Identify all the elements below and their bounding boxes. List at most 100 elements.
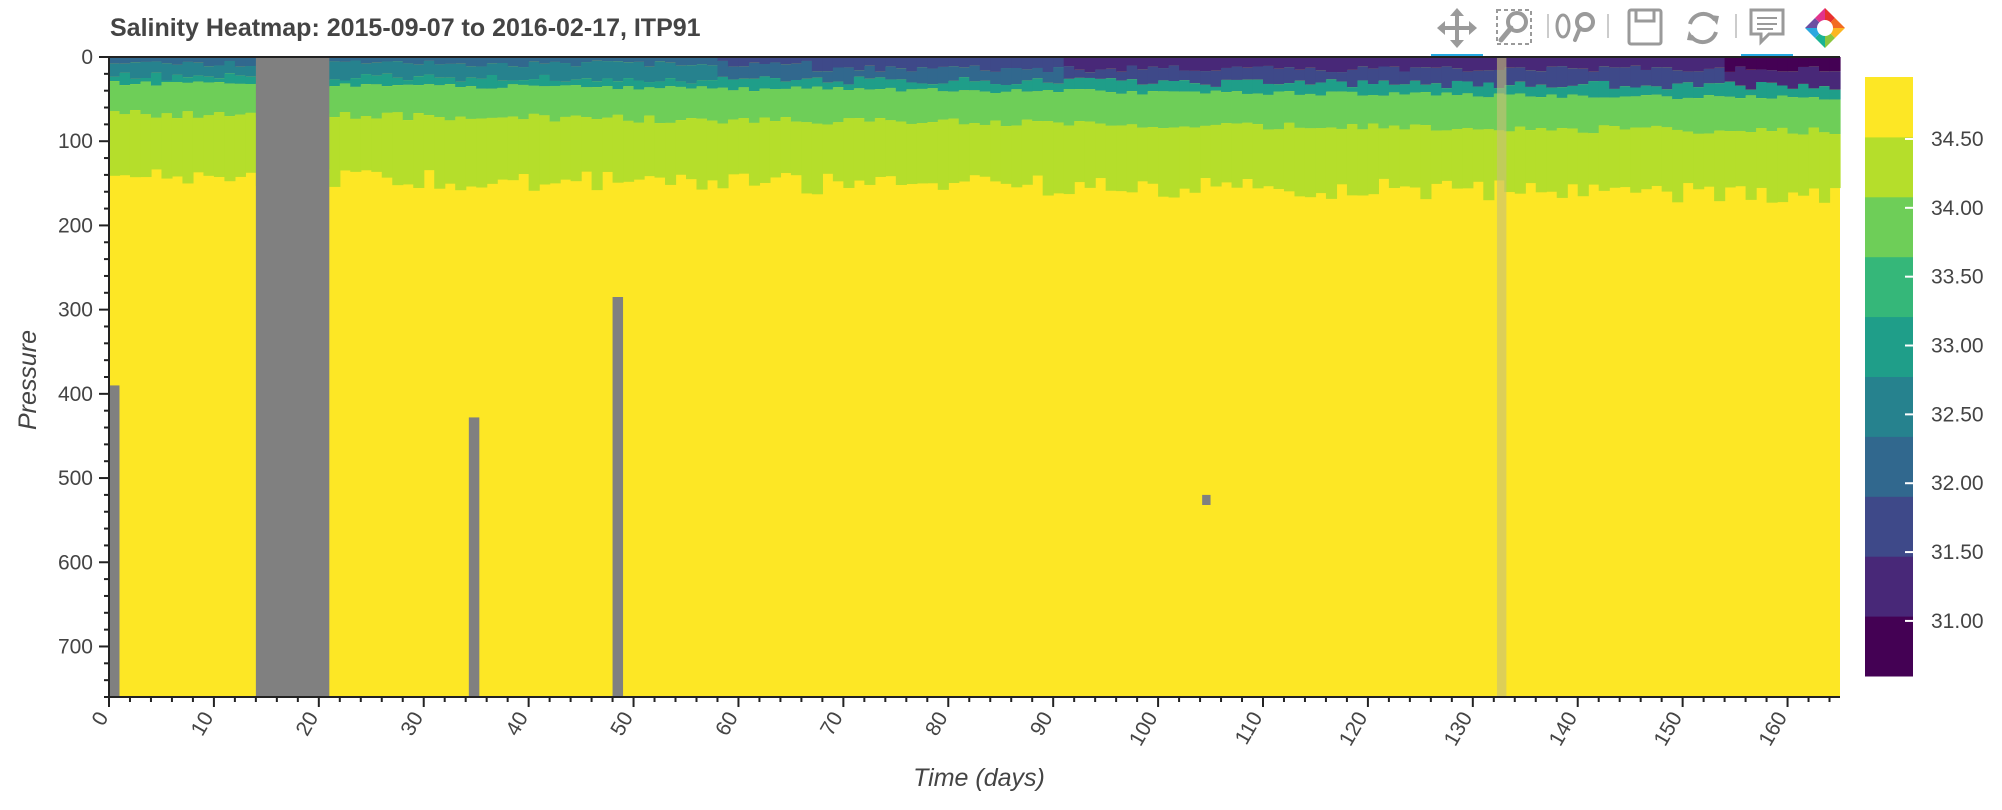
heatmap-cell	[1829, 57, 1841, 72]
heatmap-cell	[1472, 70, 1484, 87]
heatmap-cell	[906, 89, 918, 124]
heatmap-cell	[1819, 99, 1831, 133]
heatmap-cell	[109, 57, 121, 64]
heatmap-cell	[1367, 57, 1379, 69]
heatmap-cell	[1756, 57, 1768, 70]
heatmap-cell	[1567, 128, 1579, 185]
heatmap-cell	[119, 63, 131, 73]
heatmap-cell	[780, 117, 792, 174]
heatmap-cell	[727, 119, 740, 175]
heatmap-cell	[1588, 57, 1600, 72]
heatmap-cell	[990, 57, 1002, 72]
heatmap-cell	[1430, 57, 1442, 68]
heatmap-cell	[1672, 99, 1684, 130]
heatmap-cell	[665, 57, 677, 63]
reset-tool-icon[interactable]	[1679, 4, 1727, 52]
heatmap-cell	[1577, 57, 1589, 69]
x-tick-label: 40	[501, 708, 533, 740]
heatmap-cell	[906, 57, 918, 72]
heatmap-cell	[1399, 71, 1411, 85]
heatmap-cell	[1011, 68, 1023, 85]
heatmap-cell	[822, 57, 834, 72]
heatmap-cell	[129, 62, 142, 79]
heatmap-cell	[1598, 97, 1610, 126]
heatmap-cell	[570, 79, 582, 86]
heatmap-cell	[1630, 96, 1642, 128]
heatmap-cell	[455, 57, 467, 64]
heatmap-cell	[780, 81, 792, 89]
heatmap-cell	[1451, 95, 1463, 129]
heatmap-cell	[686, 88, 698, 119]
heatmap-cell	[1179, 57, 1191, 71]
heatmap-cell	[1819, 86, 1831, 100]
heatmap-cell	[1630, 57, 1642, 66]
heatmap-cell	[1556, 97, 1568, 129]
heatmap-cell	[706, 80, 719, 89]
heatmap-cell	[203, 66, 215, 77]
heatmap-cell	[109, 63, 121, 77]
heatmap-cell	[1787, 57, 1799, 72]
heatmap-cell	[958, 57, 970, 68]
heatmap-cell	[109, 111, 121, 176]
heatmap-cell	[350, 78, 362, 87]
heatmap-cell	[140, 78, 152, 82]
heatmap-cell	[1263, 57, 1275, 66]
heatmap-cell	[1095, 69, 1107, 79]
heatmap-cell	[486, 74, 498, 89]
box-zoom-tool-icon[interactable]	[1491, 4, 1539, 52]
heatmap-cell	[560, 85, 572, 117]
save-tool-icon[interactable]	[1621, 4, 1669, 52]
heatmap-cell	[1619, 57, 1631, 68]
heatmap-cell	[916, 67, 928, 84]
heatmap-cell	[1168, 91, 1180, 128]
heatmap-cell	[213, 65, 225, 79]
heatmap-cell	[150, 72, 163, 86]
heatmap-cell	[644, 66, 656, 83]
heatmap-cell	[675, 120, 687, 175]
heatmap-cell	[1367, 84, 1379, 96]
heatmap-cell	[465, 66, 477, 78]
heatmap-cell	[1273, 57, 1285, 69]
heatmap-cell	[874, 57, 886, 72]
heatmap-cell	[392, 61, 404, 78]
heatmap-cell	[203, 115, 215, 176]
heatmap-cell	[1745, 132, 1757, 200]
heatmap-cell	[339, 80, 351, 84]
heatmap-cell	[790, 63, 802, 81]
heatmap-cell	[1808, 57, 1820, 67]
heatmap-cell	[1063, 57, 1075, 67]
heatmap-cell	[612, 89, 624, 115]
heatmap-cell	[1189, 83, 1201, 92]
heatmap-cell	[958, 67, 970, 78]
heatmap-cell	[769, 89, 782, 122]
heatmap-cell	[402, 63, 414, 81]
heatmap-cell	[1000, 126, 1012, 184]
heatmap-cell	[958, 90, 970, 125]
heatmap-cell	[1787, 88, 1799, 98]
heatmap-cell	[1598, 66, 1610, 81]
heatmap-cell	[1714, 83, 1726, 97]
heatmap-cell	[1472, 57, 1484, 71]
heatmap-cell	[539, 57, 551, 64]
heatmap-cell	[1273, 84, 1285, 92]
heatmap-cell	[1430, 67, 1442, 84]
heatmap-cell	[1409, 67, 1421, 81]
heatmap-cell	[1294, 127, 1306, 197]
heatmap-cell	[623, 57, 635, 63]
heatmap-cell	[1074, 57, 1086, 70]
heatmap-area[interactable]	[109, 56, 1841, 697]
heatmap-cell	[1357, 95, 1369, 130]
heatmap-cell	[1126, 65, 1138, 80]
heatmap-cell	[413, 76, 425, 86]
heatmap-cell	[769, 62, 782, 79]
heatmap-cell	[224, 116, 236, 182]
heatmap-cell	[1158, 57, 1170, 69]
heatmap-cell	[581, 117, 593, 172]
bokeh-logo-icon[interactable]	[1801, 4, 1849, 52]
heatmap-cell	[811, 71, 823, 78]
heatmap-cell	[696, 57, 708, 65]
wheel-zoom-tool-icon[interactable]	[1553, 4, 1601, 52]
heatmap-cell	[476, 57, 488, 67]
heatmap-cell	[1053, 57, 1065, 68]
heatmap-cell	[171, 81, 184, 119]
